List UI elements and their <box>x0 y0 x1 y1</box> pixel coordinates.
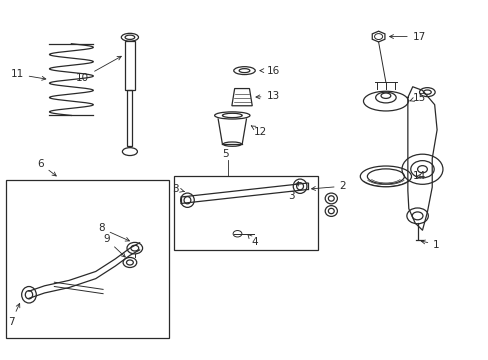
Text: 1: 1 <box>420 239 439 249</box>
Text: 12: 12 <box>251 126 267 136</box>
Text: 16: 16 <box>260 66 279 76</box>
Text: 17: 17 <box>389 32 425 41</box>
Text: 5: 5 <box>222 149 229 159</box>
Text: 3: 3 <box>172 184 184 194</box>
Bar <box>127 90 132 146</box>
Bar <box>173 176 317 250</box>
Text: 15: 15 <box>409 93 425 103</box>
Text: 2: 2 <box>311 181 346 191</box>
Bar <box>124 41 135 90</box>
Text: 10: 10 <box>76 56 121 83</box>
Text: 8: 8 <box>98 224 129 241</box>
Text: 11: 11 <box>10 69 46 80</box>
Text: 7: 7 <box>8 303 20 327</box>
Text: 13: 13 <box>255 91 279 102</box>
Bar <box>5 180 168 338</box>
Text: 14: 14 <box>412 171 425 181</box>
Text: 4: 4 <box>247 234 257 247</box>
Text: 3: 3 <box>288 182 298 201</box>
Text: 9: 9 <box>103 234 125 257</box>
Text: 6: 6 <box>37 159 56 176</box>
